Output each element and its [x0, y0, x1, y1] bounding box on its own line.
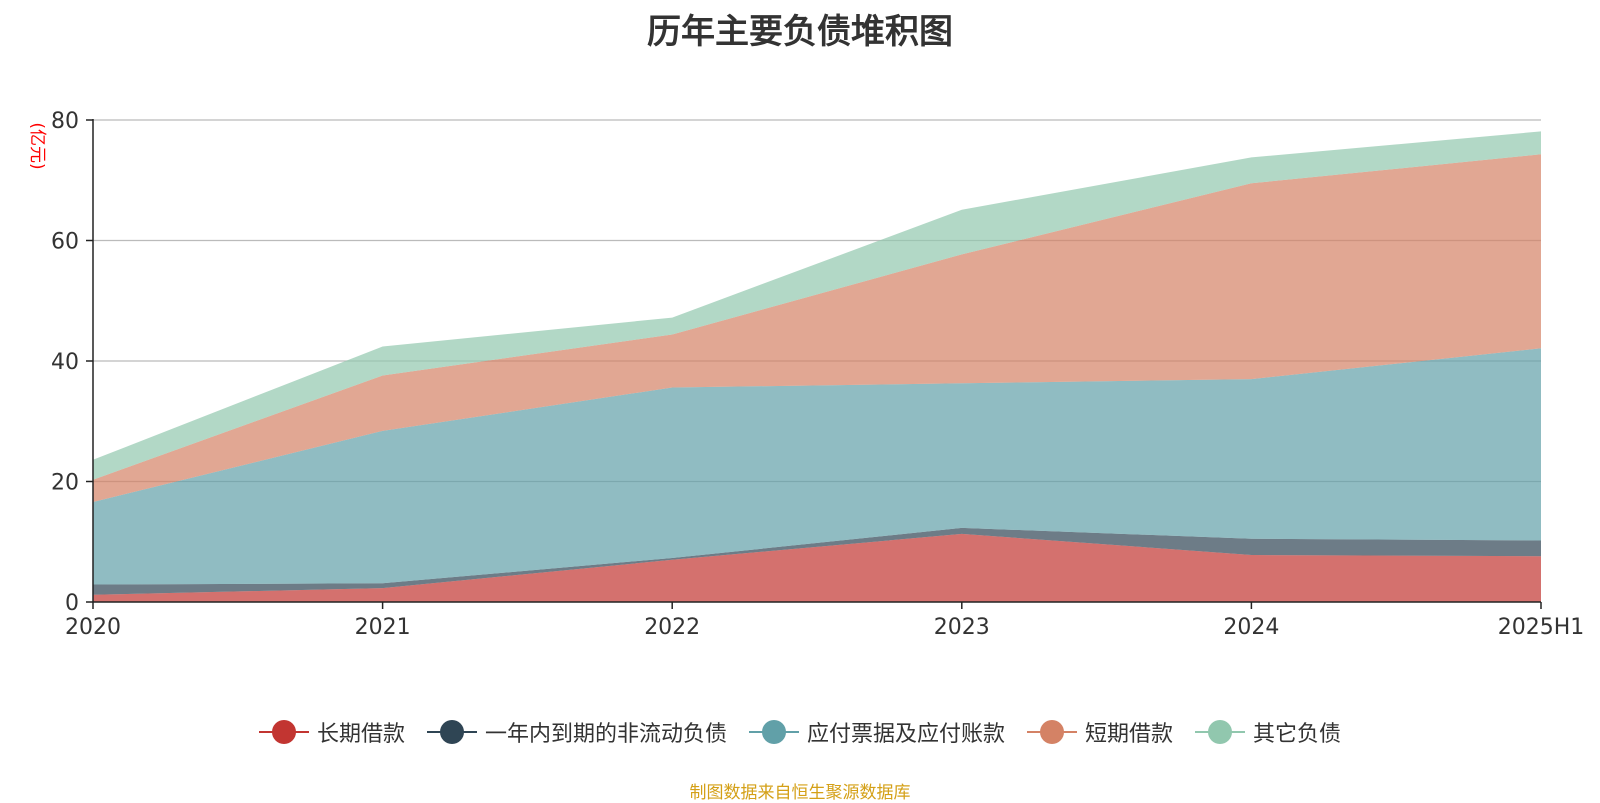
area-5: [93, 131, 1541, 480]
stacked-areas: [93, 131, 1541, 602]
x-tick-label: 2022: [644, 615, 700, 640]
legend-dot: [271, 720, 296, 744]
legend-marker-icon: [1195, 720, 1246, 744]
area-2: [93, 527, 1541, 595]
y-axis-label: (亿元): [27, 122, 47, 169]
legend-dot: [1040, 720, 1064, 744]
legend-label: 长期借款: [316, 722, 405, 747]
source-note: 制图数据来自恒生聚源数据库: [689, 783, 911, 803]
y-tick-label: 40: [51, 350, 79, 375]
legend-item-5[interactable]: 其它负债: [1195, 716, 1341, 748]
legend-dot: [1208, 720, 1233, 744]
x-tick-label: 2021: [355, 615, 411, 640]
axes: 0 20 40 60 80 2020 2021 2022 2023 2024 2025H1: [51, 109, 1584, 640]
legend-item-3[interactable]: 应付票据及应付账款: [748, 716, 1005, 748]
legend-dot: [439, 720, 464, 744]
legend-marker-icon: [1027, 720, 1077, 744]
x-tick-label: 2025H1: [1498, 615, 1585, 640]
legend-item-4[interactable]: 短期借款: [1027, 716, 1173, 748]
x-tick-label: 2024: [1223, 615, 1279, 640]
legend: 长期借款 一年内到期的非流动负债 应付票据及应付账款 短期借款 其它负债: [0, 716, 1600, 748]
legend-label: 短期借款: [1085, 722, 1174, 747]
legend-marker-icon: [426, 720, 477, 744]
legend-dot: [761, 720, 786, 744]
legend-marker-icon: [748, 720, 799, 744]
y-tick-label: 60: [51, 230, 79, 255]
area-1: [93, 533, 1541, 602]
x-tick-label: 2023: [934, 615, 990, 640]
legend-marker-icon: [258, 720, 309, 744]
legend-item-2[interactable]: 一年内到期的非流动负债: [426, 716, 727, 748]
legend-label: 一年内到期的非流动负债: [484, 722, 727, 747]
area-4: [93, 154, 1541, 503]
legend-label: 其它负债: [1253, 722, 1342, 747]
area-3: [93, 348, 1541, 585]
x-tick-label: 2020: [65, 615, 121, 640]
y-tick-label: 20: [51, 471, 79, 496]
legend-label: 应付票据及应付账款: [806, 722, 1005, 747]
legend-item-1[interactable]: 长期借款: [258, 716, 405, 748]
y-tick-label: 0: [65, 591, 79, 616]
y-tick-label: 80: [51, 109, 79, 134]
chart-title: 历年主要负债堆积图: [647, 12, 953, 52]
